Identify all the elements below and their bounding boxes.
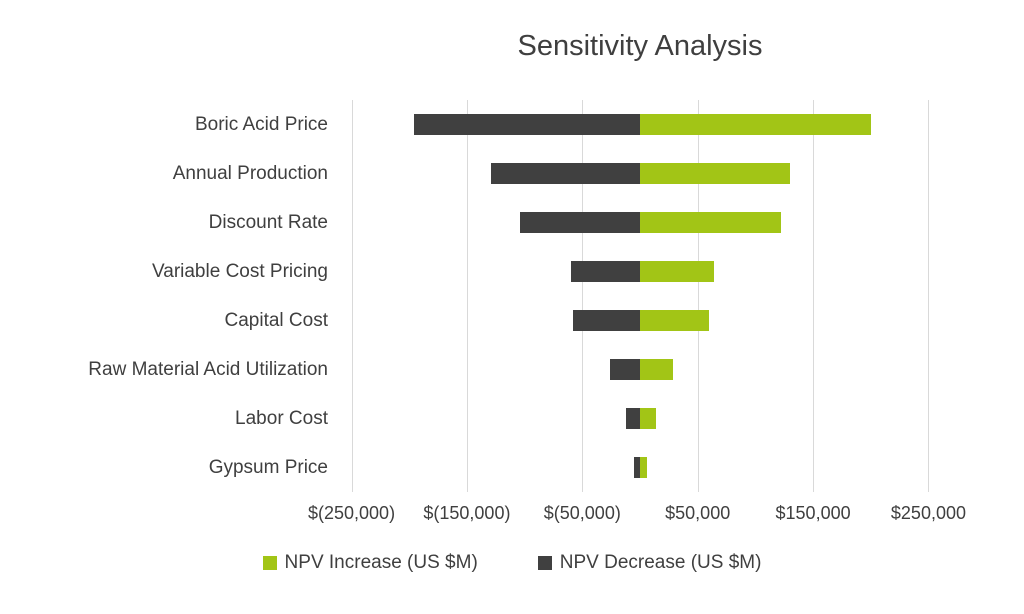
bar-npv-decrease (634, 457, 640, 478)
category-labels: Boric Acid Price Annual Production Discoun… (0, 100, 328, 492)
legend-item-decrease: NPV Decrease (US $M) (537, 552, 762, 574)
bar-npv-decrease (413, 114, 640, 135)
category-label: Discount Rate (208, 212, 328, 233)
bar-npv-decrease (573, 310, 640, 331)
bar-npv-decrease (491, 163, 640, 184)
bar-npv-decrease (626, 408, 640, 429)
gridline (466, 100, 468, 492)
category-label: Labor Cost (235, 408, 328, 429)
legend-label-decrease: NPV Decrease (US $M) (559, 552, 762, 573)
x-axis-tick-label: $50,000 (665, 503, 731, 523)
bar-npv-increase (640, 163, 790, 184)
gridline (697, 100, 699, 492)
category-label: Boric Acid Price (194, 114, 328, 135)
bar-npv-increase (640, 114, 871, 135)
x-axis-tick-label: $150,000 (775, 503, 851, 523)
x-axis-tick-label: $250,000 (890, 503, 966, 523)
gridline (582, 100, 584, 492)
bar-npv-increase (640, 212, 781, 233)
gridline (813, 100, 815, 492)
category-label: Variable Cost Pricing (151, 261, 328, 282)
bar-npv-increase (640, 310, 710, 331)
x-axis: $(250,000) $(150,000) $(50,000) $50,000 $150… (308, 503, 966, 529)
legend-swatch-increase-icon (262, 556, 277, 570)
gridline (351, 100, 353, 492)
bar-npv-increase (640, 408, 657, 429)
legend-swatch-decrease-icon (537, 556, 552, 570)
bar-npv-increase (640, 457, 647, 478)
plot-area (340, 100, 940, 492)
gridline (928, 100, 930, 492)
legend-label-increase: NPV Increase (US $M) (284, 552, 478, 573)
category-label: Gypsum Price (208, 457, 328, 478)
legend-item-increase: NPV Increase (US $M) (262, 552, 478, 574)
bar-npv-decrease (520, 212, 640, 233)
category-label: Raw Material Acid Utilization (88, 359, 328, 380)
bar-npv-increase (640, 359, 674, 380)
category-label: Capital Cost (224, 310, 329, 331)
chart-title: Sensitivity Analysis (517, 30, 763, 62)
x-axis-tick-label: $(250,000) (307, 503, 396, 523)
legend: NPV Increase (US $M) NPV Decrease (US $M… (0, 552, 1024, 574)
bar-npv-decrease (610, 359, 640, 380)
x-axis-tick-label: $(150,000) (423, 503, 511, 523)
x-axis-tick-label: $(50,000) (543, 503, 621, 523)
category-label: Annual Production (172, 163, 328, 184)
bar-npv-increase (640, 261, 714, 282)
bar-npv-decrease (570, 261, 640, 282)
